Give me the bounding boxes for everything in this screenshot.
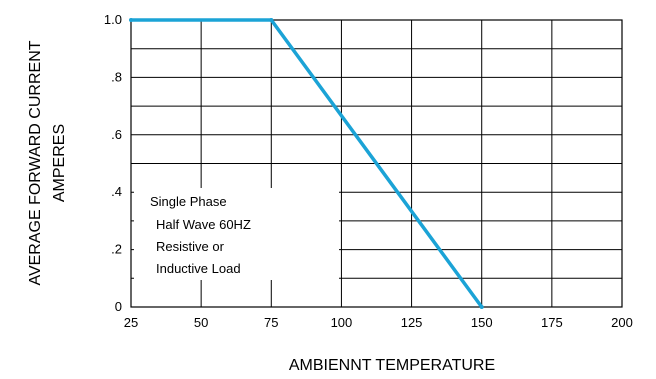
y-tick-label-3: .6 [111, 127, 122, 142]
series [129, 18, 484, 309]
y-axis-title-line-2: AMPERES [51, 124, 68, 202]
series-point-0-0 [129, 18, 133, 22]
x-axis-title: AMBIENNT TEMPERATURE [289, 357, 495, 374]
x-tick-label-5: 150 [471, 315, 493, 330]
x-tick-label-0: 25 [124, 315, 138, 330]
x-tick-label-4: 125 [401, 315, 423, 330]
y-tick-label-0: 0 [115, 299, 122, 314]
x-tick-label-7: 200 [611, 315, 633, 330]
annotation-line-4: Inductive Load [156, 261, 241, 276]
y-tick-label-5: 1.0 [104, 12, 122, 27]
x-tick-label-3: 100 [331, 315, 353, 330]
annotation: Single Phase Half Wave 60HZ Resistive or… [150, 194, 251, 276]
y-tick-labels: 0 .2 .4 .6 .8 1.0 [104, 12, 122, 314]
series-point-0-2 [479, 305, 484, 309]
y-tick-label-1: .2 [111, 242, 122, 257]
annotation-line-3: Resistive or [156, 239, 225, 254]
y-tick-label-4: .8 [111, 69, 122, 84]
x-tick-label-6: 175 [541, 315, 563, 330]
x-tick-labels: 25 50 75 100 125 150 175 200 [124, 315, 633, 330]
x-tick-label-2: 75 [264, 315, 278, 330]
y-axis-title-line-1: AVERAGE FORWARD CURRENT [27, 40, 44, 285]
plot-frame [130, 19, 623, 308]
annotation-box [134, 188, 339, 280]
annotation-line-1: Single Phase [150, 194, 227, 209]
series-point-0-1 [269, 18, 274, 22]
annotation-line-2: Half Wave 60HZ [156, 217, 251, 232]
y-tick-label-2: .4 [111, 184, 122, 199]
x-tick-label-1: 50 [194, 315, 208, 330]
